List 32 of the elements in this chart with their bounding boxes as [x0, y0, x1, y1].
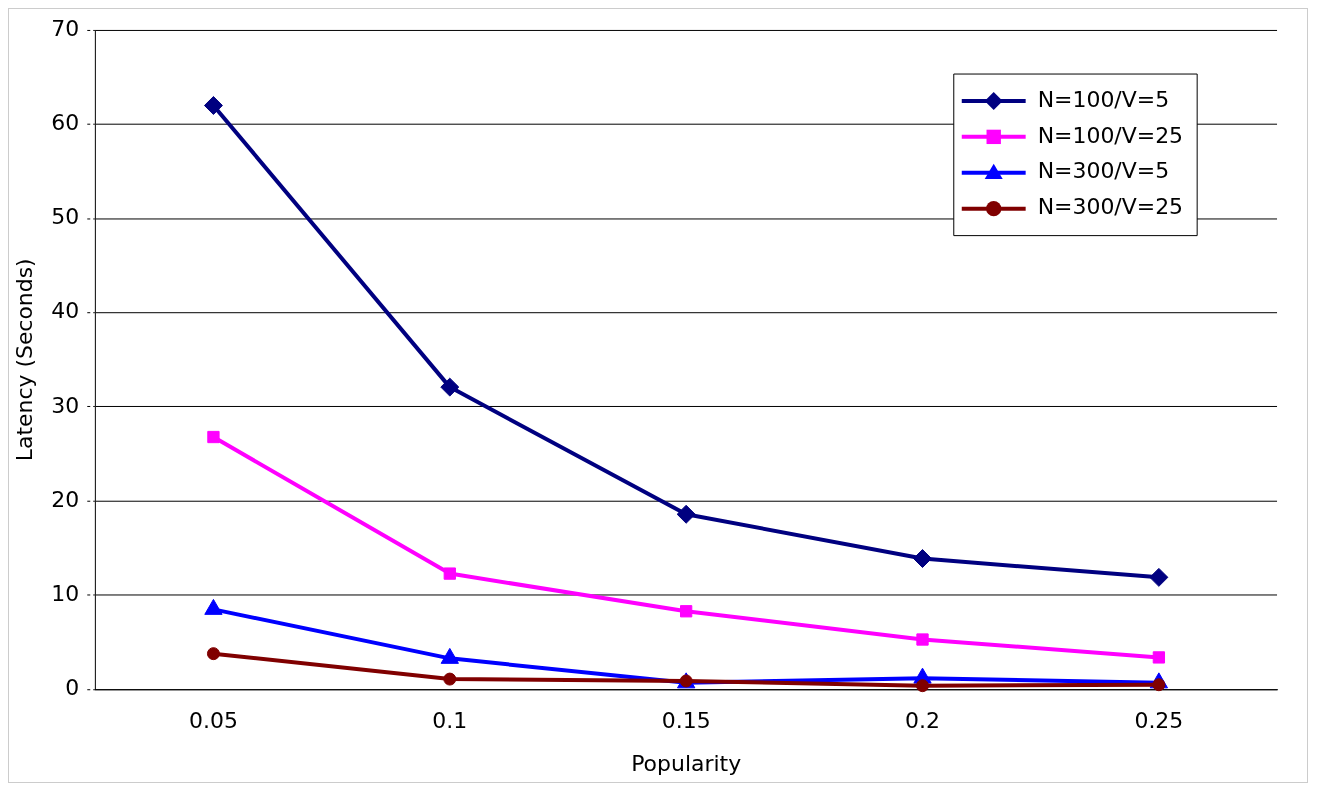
point: [676, 504, 696, 524]
point: [443, 672, 457, 686]
legend-label: N=100/V=25: [1037, 122, 1184, 148]
point: [1149, 567, 1169, 587]
legend-label: N=300/V=25: [1037, 194, 1184, 220]
point: [440, 377, 460, 397]
point: [1152, 651, 1166, 664]
y-tick-label: 70: [51, 15, 80, 41]
x-tick-label: 0.2: [905, 708, 940, 734]
y-tick-label: 20: [51, 486, 80, 512]
x-tick-label: 0.1: [432, 708, 468, 734]
legend-label: N=100/V=5: [1037, 86, 1170, 112]
point: [207, 430, 220, 444]
y-tick-label: 10: [51, 580, 80, 606]
y-tick-label: 0: [65, 675, 80, 701]
y-tick-label: 60: [51, 110, 80, 136]
y-tick-label: 50: [51, 204, 80, 230]
legend-label: N=300/V=5: [1037, 158, 1170, 184]
y-tick-label: 40: [51, 298, 80, 324]
point: [206, 647, 220, 661]
y-tick-label: 30: [51, 392, 80, 418]
point: [913, 549, 932, 568]
point: [680, 605, 693, 618]
x-tick-label: 0.25: [1134, 708, 1184, 734]
y-axis-title: Latency (Seconds): [11, 258, 37, 462]
point: [443, 567, 456, 580]
point: [916, 633, 929, 646]
x-tick-label: 0.05: [189, 708, 238, 734]
x-tick-label: 0.15: [661, 708, 711, 734]
point: [916, 679, 929, 693]
point: [203, 96, 223, 115]
x-axis-title: Popularity: [631, 750, 742, 776]
